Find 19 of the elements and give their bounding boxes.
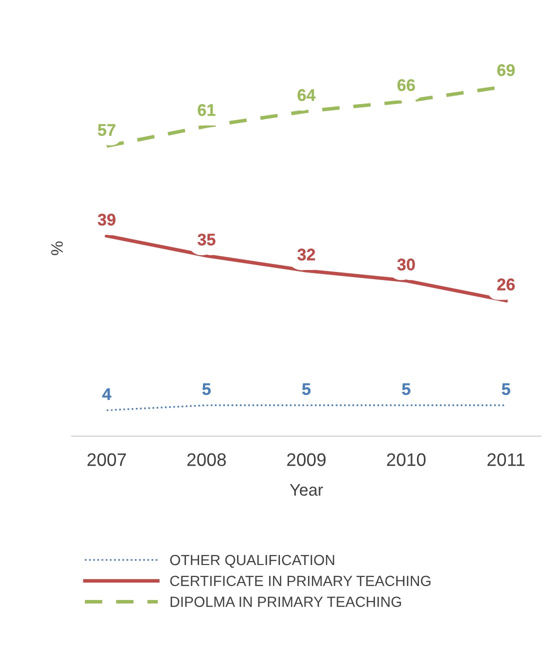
- data-label: 5: [202, 383, 211, 396]
- legend-label: CERTIFICATE IN PRIMARY TEACHING: [170, 576, 430, 586]
- data-label: 69: [497, 64, 515, 76]
- data-label: 64: [298, 89, 316, 101]
- data-label: 5: [302, 383, 311, 396]
- x-tick-label: 2009: [287, 453, 326, 466]
- data-label: 5: [402, 383, 410, 396]
- data-label: 5: [502, 383, 510, 396]
- y-axis-title: %: [51, 241, 63, 256]
- legend-label: DIPOLMA IN PRIMARY TEACHING: [170, 596, 401, 607]
- x-tick-label: 2011: [488, 453, 525, 466]
- x-tick-label: 2010: [387, 453, 426, 466]
- data-label: 39: [98, 214, 116, 226]
- data-label: 4: [102, 388, 112, 400]
- x-axis-title: Year: [290, 484, 323, 496]
- x-tick-label: 2007: [88, 453, 126, 466]
- legend-label: OTHER QUALIFICATION: [170, 554, 334, 568]
- x-tick-label: 2008: [187, 453, 226, 466]
- data-label: 66: [398, 79, 415, 92]
